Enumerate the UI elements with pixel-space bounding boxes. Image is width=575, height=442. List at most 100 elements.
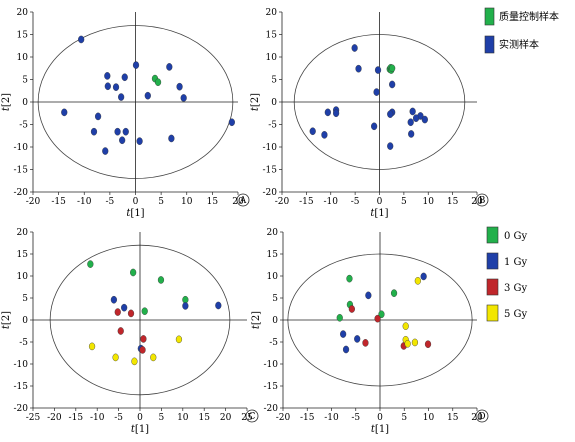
x-tick-label-a: 0 [133, 197, 139, 207]
data-point [180, 94, 187, 102]
data-point [354, 335, 361, 343]
data-point [121, 73, 128, 82]
x-tick-label-b: 5 [401, 197, 407, 207]
series-a-1 [61, 35, 235, 155]
panels: -20 -15 -10 -5 0 5 10 15 20 -20 -15 -10 -5 0 5 10 15 20 t[… [1, 8, 489, 435]
data-point [324, 108, 331, 117]
x-tick-label-c: 15 [198, 413, 210, 423]
data-point [228, 118, 235, 127]
x-tick-label-c: -5 [114, 413, 123, 423]
y-tick-label-d: 10 [267, 272, 279, 282]
legend-item-3gy: 3 Gy [486, 278, 528, 296]
data-point [355, 64, 362, 73]
data-point [373, 88, 380, 96]
legend-item-0gy: 0 Gy [486, 226, 528, 244]
y-tick-label-d: -10 [264, 360, 279, 370]
legend-label-3gy: 3 Gy [504, 283, 528, 294]
y-axis-title-d: t[2] [251, 311, 262, 329]
data-point [136, 137, 143, 145]
legend-item-5gy: 5 Gy [486, 304, 528, 322]
panel-tag-d: D [478, 412, 485, 422]
data-point [141, 307, 148, 316]
x-tick-label-a: 10 [181, 197, 193, 207]
x-tick-label-d: -15 [300, 413, 315, 423]
y-tick-label-d: 0 [272, 316, 278, 326]
panel-a: -20 -15 -10 -5 0 5 10 15 20 -20 -15 -10 -5 0 5 10 15 20 t[… [1, 8, 250, 219]
data-point [389, 80, 396, 89]
data-point [121, 303, 128, 312]
data-point [102, 147, 109, 155]
data-point [420, 272, 427, 281]
x-tick-label-a: -5 [105, 197, 114, 207]
y-tick-label-b: -20 [263, 188, 278, 198]
y-tick-label-d: -15 [264, 382, 279, 392]
data-point [182, 302, 189, 310]
legend-top: 质量控制样本 实测样本 [484, 7, 559, 54]
panel-c: -25 -20 -15 -10 -5 0 5 10 15 20 25-20-15-10-505101… [1, 228, 259, 435]
panel-tag-b: B [479, 196, 486, 206]
x-tick-label-c: 20 [220, 413, 232, 423]
legend-swatch-5gy [486, 304, 499, 322]
x-tick-label-c: 10 [177, 413, 189, 423]
data-point [139, 346, 146, 354]
y-tick-label-c: 15 [17, 250, 29, 260]
y-tick-label-a: 0 [22, 98, 28, 108]
data-point [362, 339, 369, 347]
series-d-3 [402, 277, 421, 348]
data-point [342, 345, 350, 354]
data-point [78, 35, 85, 44]
data-point [117, 327, 124, 335]
y-tick-label-b: 20 [266, 8, 278, 18]
y-tick-label-b: 5 [271, 76, 277, 86]
y-tick-label-a: 15 [17, 31, 29, 41]
data-point [114, 127, 121, 136]
x-tick-label-d: -10 [324, 413, 339, 423]
data-point [140, 335, 147, 343]
data-point [390, 289, 398, 297]
data-point [412, 114, 420, 122]
legend-swatch-1gy [486, 252, 499, 270]
y-tick-label-a: 10 [17, 53, 29, 63]
series-d-2 [348, 305, 432, 350]
series-c-1 [110, 295, 222, 353]
data-point [414, 277, 421, 285]
legend-label-samples: 实测样本 [499, 38, 539, 51]
data-point [407, 118, 414, 127]
y-tick-label-b: 10 [266, 53, 278, 63]
y-tick-label-c: 20 [17, 228, 29, 238]
x-tick-label-a: 20 [232, 197, 244, 207]
y-tick-label-c: -20 [14, 404, 29, 414]
data-point [175, 335, 183, 344]
legend-label-1gy: 1 Gy [504, 257, 528, 268]
y-tick-label-c: -5 [19, 338, 28, 348]
x-tick-label-d: -20 [276, 413, 291, 423]
data-point [110, 295, 117, 304]
x-tick-label-b: 20 [471, 197, 483, 207]
data-point [112, 353, 119, 362]
y-tick-label-c: 5 [22, 294, 28, 304]
x-tick-label-d: 15 [447, 413, 459, 423]
data-point [157, 276, 165, 284]
x-tick-label-a: -20 [26, 197, 41, 207]
data-point [119, 136, 126, 145]
y-tick-label-b: -5 [268, 121, 277, 131]
data-point [112, 83, 120, 91]
data-point [346, 274, 353, 283]
data-point [114, 308, 121, 316]
panel-tag-circle-b [475, 193, 489, 207]
y-tick-label-d: -20 [264, 404, 279, 414]
x-tick-label-b: -5 [351, 197, 360, 207]
series-c-2 [114, 308, 147, 354]
data-point [421, 115, 428, 124]
y-tick-label-b: -15 [263, 166, 278, 176]
series-b-0 [386, 64, 396, 74]
y-tick-label-d: 15 [267, 250, 279, 260]
x-tick-label-d: -5 [351, 413, 360, 423]
data-point [387, 142, 394, 150]
x-tick-label-b: 0 [377, 197, 383, 207]
y-axis-title-a: t[2] [1, 93, 12, 111]
legend-label-qc: 质量控制样本 [499, 10, 559, 23]
legend-label-5gy: 5 Gy [504, 309, 528, 320]
data-point [90, 127, 98, 136]
